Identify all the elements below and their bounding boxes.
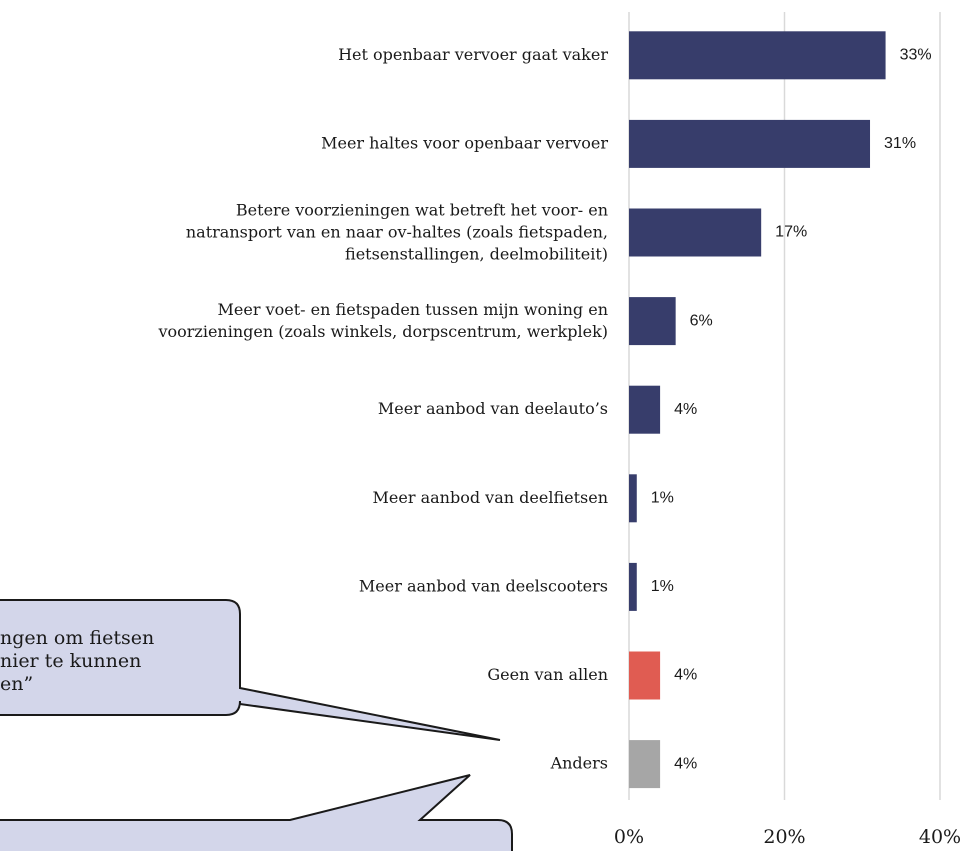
- bar: [629, 297, 676, 346]
- category-label: Meer haltes voor openbaar vervoer: [321, 133, 608, 152]
- x-tick-label: 40%: [919, 826, 961, 848]
- callout-bubble: [0, 599, 501, 741]
- x-tick-label: 0%: [614, 826, 644, 848]
- category-label: Meer aanbod van deelfietsen: [373, 488, 608, 507]
- category-label: Meer voet- en fietspaden tussen mijn won…: [157, 300, 608, 341]
- callout-text: nier te kunnen: [0, 650, 141, 672]
- bar: [629, 208, 762, 257]
- category-label: Het openbaar vervoer gaat vaker: [338, 45, 608, 64]
- bar: [629, 385, 661, 434]
- callout-text: en”: [0, 673, 33, 695]
- value-label: 31%: [884, 135, 916, 152]
- category-label: Betere voorzieningen wat betreft het voo…: [186, 200, 608, 263]
- category-label: Meer aanbod van deelauto’s: [378, 399, 608, 418]
- bar: [629, 119, 871, 168]
- bar: [629, 740, 661, 789]
- value-label: 4%: [674, 755, 697, 772]
- callout-bubble: [0, 774, 513, 851]
- callout-text: ngen om fietsen: [0, 627, 154, 649]
- value-label: 17%: [775, 224, 807, 241]
- bar: [629, 562, 637, 611]
- value-label: 4%: [674, 667, 697, 684]
- x-tick-label: 20%: [763, 826, 805, 848]
- value-label: 4%: [674, 401, 697, 418]
- value-label: 1%: [651, 490, 674, 507]
- bar: [629, 651, 661, 700]
- value-label: 33%: [900, 47, 932, 64]
- category-label: Geen van allen: [487, 665, 608, 684]
- bar: [629, 31, 886, 80]
- bar: [629, 474, 637, 523]
- category-label: Meer aanbod van deelscooters: [359, 576, 608, 595]
- value-label: 1%: [651, 578, 674, 595]
- value-label: 6%: [690, 312, 713, 329]
- category-label: Anders: [550, 754, 608, 773]
